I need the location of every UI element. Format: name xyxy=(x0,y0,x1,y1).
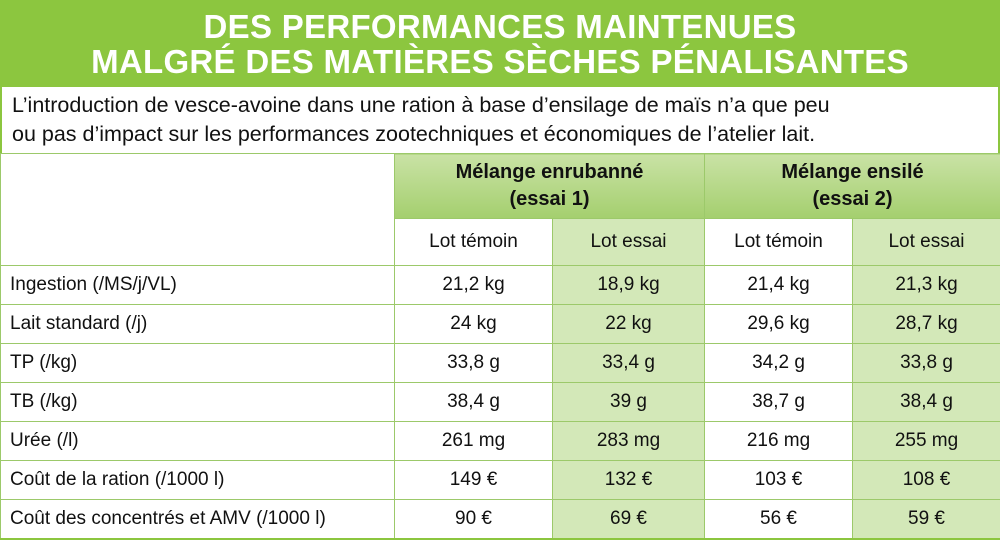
cell-value: 22 kg xyxy=(553,305,705,344)
cell-value: 24 kg xyxy=(395,305,553,344)
cell-value: 103 € xyxy=(705,461,853,500)
subheader-lot-temoin: Lot témoin xyxy=(705,219,853,266)
cell-value: 69 € xyxy=(553,500,705,540)
row-label: TB (/kg) xyxy=(1,383,395,422)
cell-value: 34,2 g xyxy=(705,344,853,383)
intro-line-2: ou pas d’impact sur les performances zoo… xyxy=(12,120,998,149)
title-banner: DES PERFORMANCES MAINTENUES MALGRÉ DES M… xyxy=(0,0,1000,87)
row-label: Lait standard (/j) xyxy=(1,305,395,344)
table-row: Ingestion (/MS/j/VL) 21,2 kg 18,9 kg 21,… xyxy=(1,266,1000,305)
cell-value: 90 € xyxy=(395,500,553,540)
cell-value: 38,7 g xyxy=(705,383,853,422)
group-header-row: Mélange enrubanné (essai 1) Mélange ensi… xyxy=(1,154,1000,219)
cell-value: 28,7 kg xyxy=(853,305,1000,344)
intro-text: L’introduction de vesce-avoine dans une … xyxy=(0,87,1000,153)
row-label: Ingestion (/MS/j/VL) xyxy=(1,266,395,305)
cell-value: 21,2 kg xyxy=(395,266,553,305)
group-header-label: Mélange ensilé xyxy=(705,159,1000,186)
group-header-label: Mélange enrubanné xyxy=(395,159,704,186)
row-label: TP (/kg) xyxy=(1,344,395,383)
cell-value: 33,8 g xyxy=(395,344,553,383)
table-row: Urée (/l) 261 mg 283 mg 216 mg 255 mg xyxy=(1,422,1000,461)
corner-cell xyxy=(1,154,395,266)
group-header-essai-2: Mélange ensilé (essai 2) xyxy=(705,154,1000,219)
cell-value: 149 € xyxy=(395,461,553,500)
group-header-sublabel: (essai 2) xyxy=(705,186,1000,213)
group-header-sublabel: (essai 1) xyxy=(395,186,704,213)
cell-value: 108 € xyxy=(853,461,1000,500)
cell-value: 283 mg xyxy=(553,422,705,461)
table-row: TB (/kg) 38,4 g 39 g 38,7 g 38,4 g xyxy=(1,383,1000,422)
cell-value: 38,4 g xyxy=(853,383,1000,422)
cell-value: 38,4 g xyxy=(395,383,553,422)
performance-table: Mélange enrubanné (essai 1) Mélange ensi… xyxy=(0,153,1000,540)
cell-value: 29,6 kg xyxy=(705,305,853,344)
cell-value: 216 mg xyxy=(705,422,853,461)
table-row: Coût des concentrés et AMV (/1000 l) 90 … xyxy=(1,500,1000,540)
table-row: TP (/kg) 33,8 g 33,4 g 34,2 g 33,8 g xyxy=(1,344,1000,383)
row-label: Coût de la ration (/1000 l) xyxy=(1,461,395,500)
cell-value: 59 € xyxy=(853,500,1000,540)
group-header-essai-1: Mélange enrubanné (essai 1) xyxy=(395,154,705,219)
subheader-lot-essai: Lot essai xyxy=(853,219,1000,266)
table-row: Lait standard (/j) 24 kg 22 kg 29,6 kg 2… xyxy=(1,305,1000,344)
table-row: Coût de la ration (/1000 l) 149 € 132 € … xyxy=(1,461,1000,500)
row-label: Coût des concentrés et AMV (/1000 l) xyxy=(1,500,395,540)
cell-value: 18,9 kg xyxy=(553,266,705,305)
title-line-2: MALGRÉ DES MATIÈRES SÈCHES PÉNALISANTES xyxy=(0,44,1000,79)
subheader-lot-temoin: Lot témoin xyxy=(395,219,553,266)
cell-value: 132 € xyxy=(553,461,705,500)
cell-value: 255 mg xyxy=(853,422,1000,461)
cell-value: 21,4 kg xyxy=(705,266,853,305)
cell-value: 56 € xyxy=(705,500,853,540)
intro-line-1: L’introduction de vesce-avoine dans une … xyxy=(12,91,998,120)
cell-value: 33,8 g xyxy=(853,344,1000,383)
cell-value: 21,3 kg xyxy=(853,266,1000,305)
row-label: Urée (/l) xyxy=(1,422,395,461)
cell-value: 33,4 g xyxy=(553,344,705,383)
cell-value: 261 mg xyxy=(395,422,553,461)
cell-value: 39 g xyxy=(553,383,705,422)
subheader-lot-essai: Lot essai xyxy=(553,219,705,266)
title-line-1: DES PERFORMANCES MAINTENUES xyxy=(0,9,1000,44)
